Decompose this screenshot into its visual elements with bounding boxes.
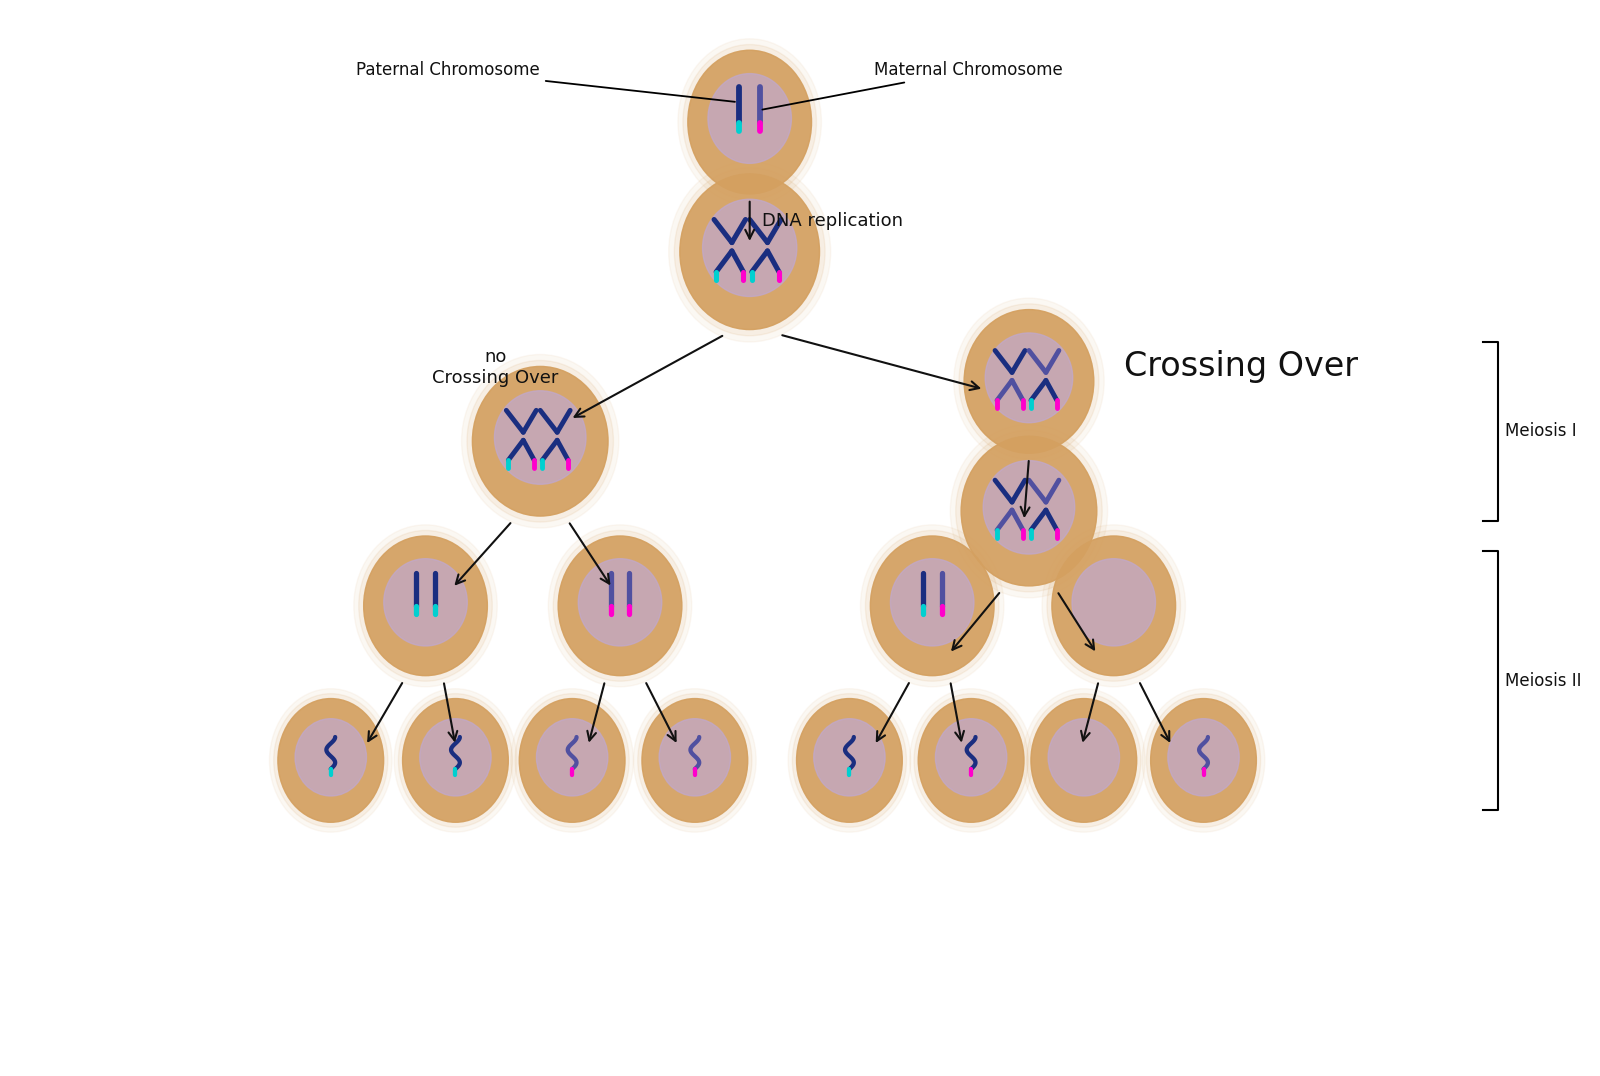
Ellipse shape [419, 719, 491, 796]
Ellipse shape [914, 694, 1029, 827]
Ellipse shape [680, 174, 819, 329]
Ellipse shape [363, 536, 488, 676]
Ellipse shape [1048, 719, 1120, 796]
Ellipse shape [1022, 689, 1146, 832]
Ellipse shape [294, 719, 366, 796]
Ellipse shape [870, 536, 994, 676]
Ellipse shape [467, 360, 613, 522]
Ellipse shape [792, 694, 907, 827]
Ellipse shape [789, 689, 910, 832]
Ellipse shape [363, 536, 488, 676]
Ellipse shape [558, 536, 682, 676]
Ellipse shape [797, 698, 902, 822]
Ellipse shape [398, 694, 512, 827]
Ellipse shape [936, 719, 1006, 796]
Text: Paternal Chromosome: Paternal Chromosome [357, 61, 734, 102]
Ellipse shape [688, 51, 811, 194]
Ellipse shape [634, 689, 757, 832]
Ellipse shape [472, 367, 608, 516]
Ellipse shape [870, 536, 994, 676]
Ellipse shape [1030, 698, 1136, 822]
Ellipse shape [918, 698, 1024, 822]
Ellipse shape [891, 558, 974, 646]
Ellipse shape [536, 719, 608, 796]
Ellipse shape [1030, 698, 1136, 822]
Ellipse shape [954, 298, 1104, 465]
Ellipse shape [549, 525, 691, 686]
Ellipse shape [1150, 698, 1256, 822]
Ellipse shape [674, 168, 826, 336]
Ellipse shape [861, 525, 1003, 686]
Ellipse shape [910, 689, 1032, 832]
Ellipse shape [274, 694, 387, 827]
Ellipse shape [520, 698, 626, 822]
Ellipse shape [278, 698, 384, 822]
Ellipse shape [403, 698, 509, 822]
Ellipse shape [1168, 719, 1238, 796]
Ellipse shape [669, 161, 830, 342]
Ellipse shape [515, 694, 629, 827]
Ellipse shape [1051, 536, 1176, 676]
Ellipse shape [472, 367, 608, 516]
Ellipse shape [510, 689, 634, 832]
Ellipse shape [797, 698, 902, 822]
Ellipse shape [958, 303, 1099, 459]
Ellipse shape [702, 199, 797, 297]
Text: Meiosis II: Meiosis II [1504, 671, 1581, 690]
Ellipse shape [558, 536, 682, 676]
Ellipse shape [578, 558, 662, 646]
Ellipse shape [1147, 694, 1261, 827]
Ellipse shape [354, 525, 498, 686]
Ellipse shape [520, 698, 626, 822]
Ellipse shape [269, 689, 392, 832]
Text: DNA replication: DNA replication [762, 212, 902, 230]
Ellipse shape [680, 174, 819, 329]
Ellipse shape [678, 39, 821, 206]
Ellipse shape [394, 689, 517, 832]
Ellipse shape [965, 310, 1094, 453]
Ellipse shape [1051, 536, 1176, 676]
Ellipse shape [1072, 558, 1155, 646]
Ellipse shape [461, 354, 619, 528]
Ellipse shape [688, 51, 811, 194]
Ellipse shape [866, 530, 998, 681]
Ellipse shape [1042, 525, 1186, 686]
Text: Crossing Over: Crossing Over [1123, 350, 1358, 383]
Ellipse shape [642, 698, 747, 822]
Ellipse shape [1150, 698, 1256, 822]
Ellipse shape [1142, 689, 1266, 832]
Ellipse shape [554, 530, 686, 681]
Ellipse shape [986, 332, 1072, 423]
Ellipse shape [1046, 530, 1181, 681]
Ellipse shape [814, 719, 885, 796]
Ellipse shape [918, 698, 1024, 822]
Ellipse shape [384, 558, 467, 646]
Ellipse shape [278, 698, 384, 822]
Ellipse shape [659, 719, 731, 796]
Ellipse shape [683, 44, 816, 200]
Ellipse shape [403, 698, 509, 822]
Text: no
Crossing Over: no Crossing Over [432, 348, 558, 387]
Ellipse shape [955, 430, 1102, 592]
Ellipse shape [950, 424, 1107, 598]
Ellipse shape [707, 73, 792, 164]
Text: Meiosis I: Meiosis I [1504, 422, 1576, 440]
Ellipse shape [982, 461, 1075, 554]
Text: Maternal Chromosome: Maternal Chromosome [762, 61, 1062, 110]
Ellipse shape [642, 698, 747, 822]
Ellipse shape [965, 310, 1094, 453]
Ellipse shape [358, 530, 493, 681]
Ellipse shape [1027, 694, 1141, 827]
Ellipse shape [962, 436, 1096, 585]
Ellipse shape [494, 391, 586, 484]
Ellipse shape [638, 694, 752, 827]
Ellipse shape [962, 436, 1096, 585]
